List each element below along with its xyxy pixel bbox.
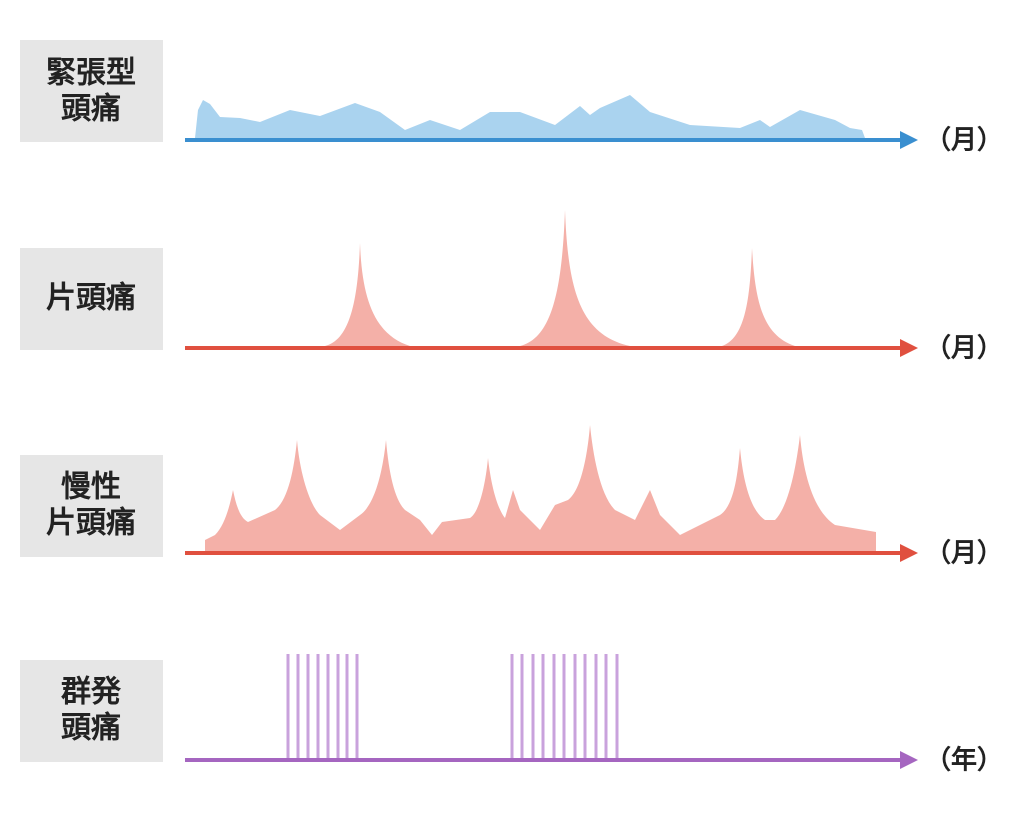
time-unit: （月） [925, 539, 1003, 569]
row-label: 緊張型 [46, 56, 136, 91]
axis-arrow [900, 544, 918, 562]
label-box [20, 455, 163, 557]
row-label: 頭痛 [61, 92, 121, 127]
row-label: 群発 [61, 675, 122, 710]
row-label: 慢性 [61, 470, 121, 505]
axis-arrow [900, 751, 918, 769]
axis-arrow [900, 339, 918, 357]
attack-bars [286, 654, 619, 758]
label-box [20, 248, 163, 350]
row-label: 頭痛 [61, 711, 121, 746]
time-unit: （月） [925, 334, 1003, 364]
pain-area [205, 425, 876, 551]
row-label: 片頭痛 [46, 281, 136, 316]
row-label: 片頭痛 [46, 506, 136, 541]
pain-area [195, 95, 865, 138]
label-box [20, 660, 163, 762]
axis-arrow [900, 131, 918, 149]
label-box [20, 40, 163, 142]
time-unit: （年） [925, 745, 1003, 776]
pain-area [325, 210, 795, 346]
time-unit: （月） [925, 126, 1003, 156]
